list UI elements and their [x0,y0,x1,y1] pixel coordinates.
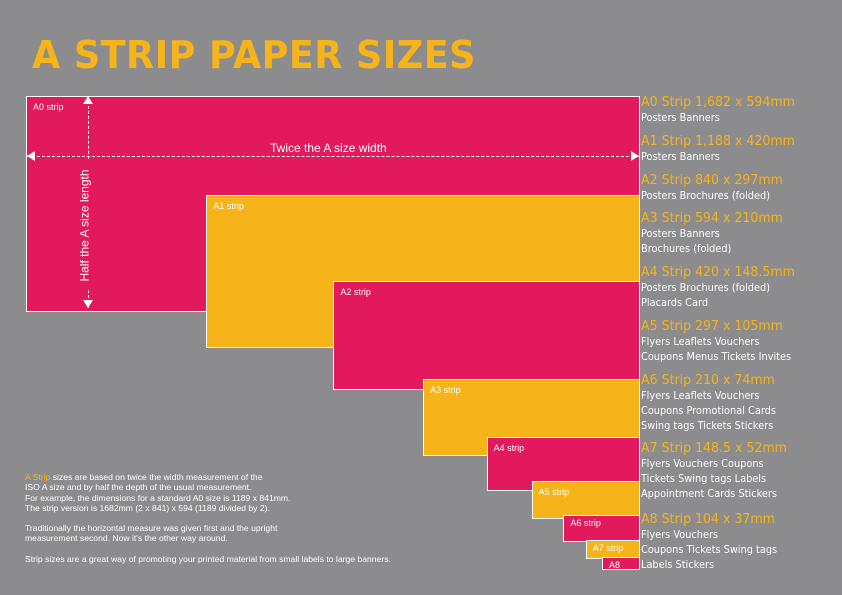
legend-use: Posters Brochures (folded) [641,190,771,202]
legend-use: Flyers Vouchers Coupons [641,458,764,470]
legend-heading: A3 Strip 594 x 210mm [641,210,783,226]
legend-item-a1: A1 Strip 1,188 x 420mm Posters Banners [641,132,841,165]
width-dimension-label: Twice the A size width [266,141,391,156]
legend-use: Appointment Cards Stickers [641,488,777,500]
arrow-down-icon [83,300,93,308]
legend-use: Flyers Leaflets Vouchers [641,336,760,348]
legend-use: Placards Card [641,297,709,309]
strip-a0-label: A0 strip [33,102,64,112]
legend-heading: A7 Strip 148.5 x 52mm [641,440,787,456]
legend-item-a5: A5 Strip 297 x 105mm Flyers Leaflets Vou… [641,317,841,365]
legend-use: Coupons Menus Tickets Invites [641,351,792,363]
strip-a2: A2 strip [333,281,640,390]
strip-a4-label: A4 strip [493,443,525,453]
legend-item-a8: A8 Strip 104 x 37mm Flyers Vouchers Coup… [641,510,841,573]
legend-heading: A8 Strip 104 x 37mm [641,511,775,527]
legend-use: Flyers Leaflets Vouchers [641,390,760,402]
legend-item-a6: A6 Strip 210 x 74mm Flyers Leaflets Vouc… [641,371,841,434]
legend-heading: A5 Strip 297 x 105mm [641,318,783,334]
legend-use: Posters Brochures (folded) [641,282,771,294]
note-paragraph-1: A Strip sizes are based on twice the wid… [25,472,475,513]
legend-item-a2: A2 Strip 840 x 297mm Posters Brochures (… [641,171,841,204]
legend-item-a0: A0 Strip 1,682 x 594mm Posters Banners [641,93,841,126]
arrow-left-icon [27,151,35,161]
strip-a2-label: A2 strip [340,287,371,297]
note-line: measurement second. Now it's the other w… [25,533,228,544]
note-line: sizes are based on twice the width measu… [50,472,263,482]
legend-item-a3: A3 Strip 594 x 210mm Posters Banners Bro… [641,209,841,257]
width-dimension-line [27,156,639,157]
strip-a6: A6 strip [563,515,640,543]
legend-use: Flyers Vouchers [641,529,719,541]
legend-heading: A6 Strip 210 x 74mm [641,372,775,388]
strip-a6-label: A6 strip [570,518,601,528]
height-dimension-label: Half the A size length [77,160,93,291]
legend-use: Brochures (folded) [641,243,732,255]
note-line: Strip sizes are a great way of promoting… [25,553,391,564]
strip-a7-label: A7 strip [592,543,624,553]
legend-use: Labels Stickers [641,559,715,571]
note-line: For example, the dimensions for a standa… [25,492,291,503]
strip-a5-label: A5 strip [538,487,570,497]
strip-a3-label: A3 strip [430,385,461,395]
strip-a8: A8 [602,557,640,570]
legend-item-a7: A7 Strip 148.5 x 52mm Flyers Vouchers Co… [641,439,841,502]
strip-a8-label: A8 [609,560,621,570]
legend-use: Posters Banners [641,151,720,163]
explanation-notes: A Strip sizes are based on twice the wid… [25,472,475,574]
legend-heading: A2 Strip 840 x 297mm [641,172,783,188]
note-line: ISO A size and by half the depth of the … [25,482,252,493]
note-line: Traditionally the horizontal measure was… [25,523,278,534]
legend-heading: A1 Strip 1,188 x 420mm [641,133,795,149]
legend-heading: A0 Strip 1,682 x 594mm [641,94,795,110]
legend-use: Coupons Promotional Cards [641,405,776,417]
legend-use: Coupons Tickets Swing tags [641,544,778,556]
strip-a1-label: A1 strip [213,201,244,211]
arrow-right-icon [631,151,639,161]
legend-heading: A4 Strip 420 x 148.5mm [641,264,795,280]
note-highlight: A Strip [25,472,51,482]
page-title: A STRIP PAPER SIZES [32,33,476,77]
legend-use: Swing tags Tickets Stickers [641,420,774,432]
strip-a5: A5 strip [531,481,640,520]
arrow-up-icon [83,96,93,104]
legend-use: Posters Banners [641,228,720,240]
note-line: The strip version is 1682mm (2 x 841) x … [25,502,270,513]
legend-use: Posters Banners [641,112,720,124]
legend-item-a4: A4 Strip 420 x 148.5mm Posters Brochures… [641,263,841,311]
legend-use: Tickets Swing tags Labels [641,473,767,485]
note-paragraph-3: Strip sizes are a great way of promoting… [25,554,475,564]
note-paragraph-2: Traditionally the horizontal measure was… [25,523,475,544]
